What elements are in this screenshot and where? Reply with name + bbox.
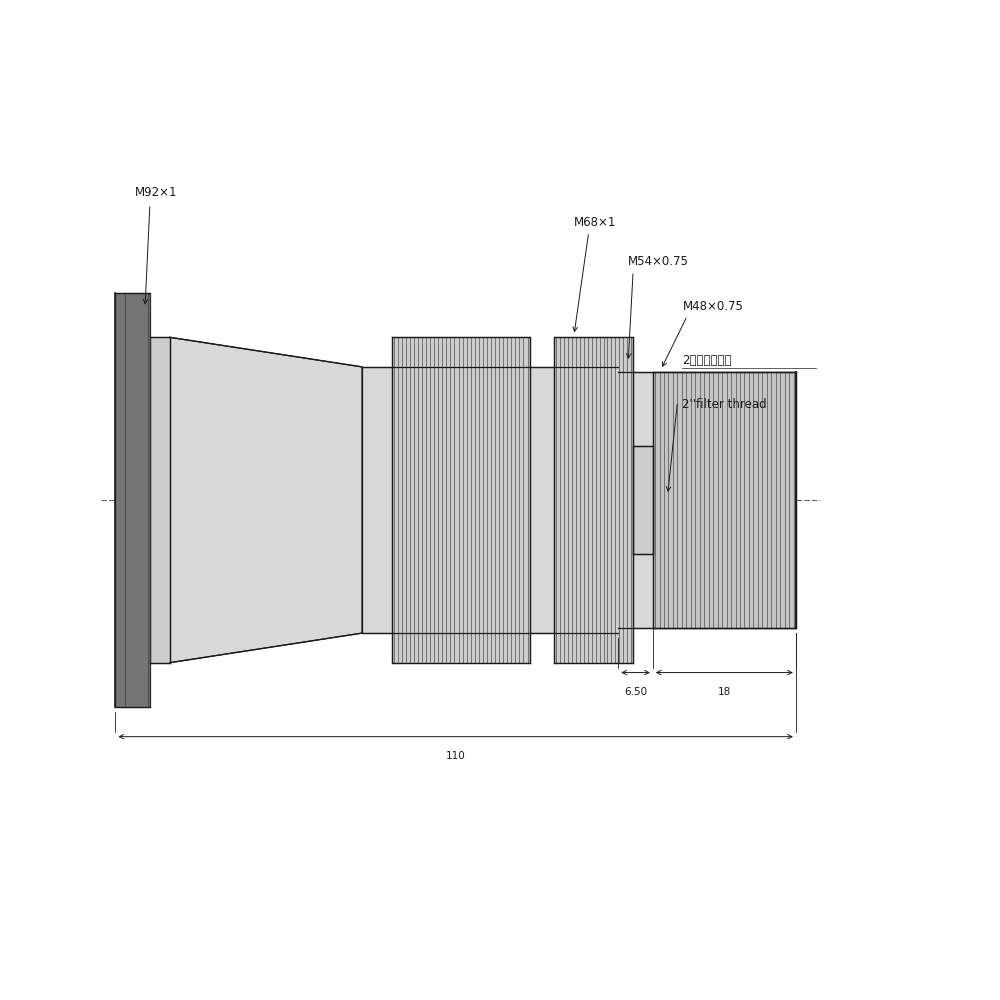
Text: 18: 18 [718,687,731,697]
Text: 2英寸滤镜螺纹: 2英寸滤镜螺纹 [682,354,732,367]
Text: M54×0.75: M54×0.75 [628,255,689,268]
Bar [653,372,796,628]
Polygon shape [170,337,362,663]
Bar [115,293,150,707]
Text: 2''filter thread: 2''filter thread [682,398,767,411]
Bar [554,337,633,663]
Text: 6.50: 6.50 [624,687,647,697]
Text: M68×1: M68×1 [574,216,616,229]
Text: M48×0.75: M48×0.75 [682,300,743,313]
Bar [633,446,653,554]
Bar [150,337,170,663]
Text: M92×1: M92×1 [135,186,178,199]
Bar [618,372,796,628]
Bar [392,337,530,663]
Bar [362,367,618,633]
Text: 110: 110 [446,751,466,761]
